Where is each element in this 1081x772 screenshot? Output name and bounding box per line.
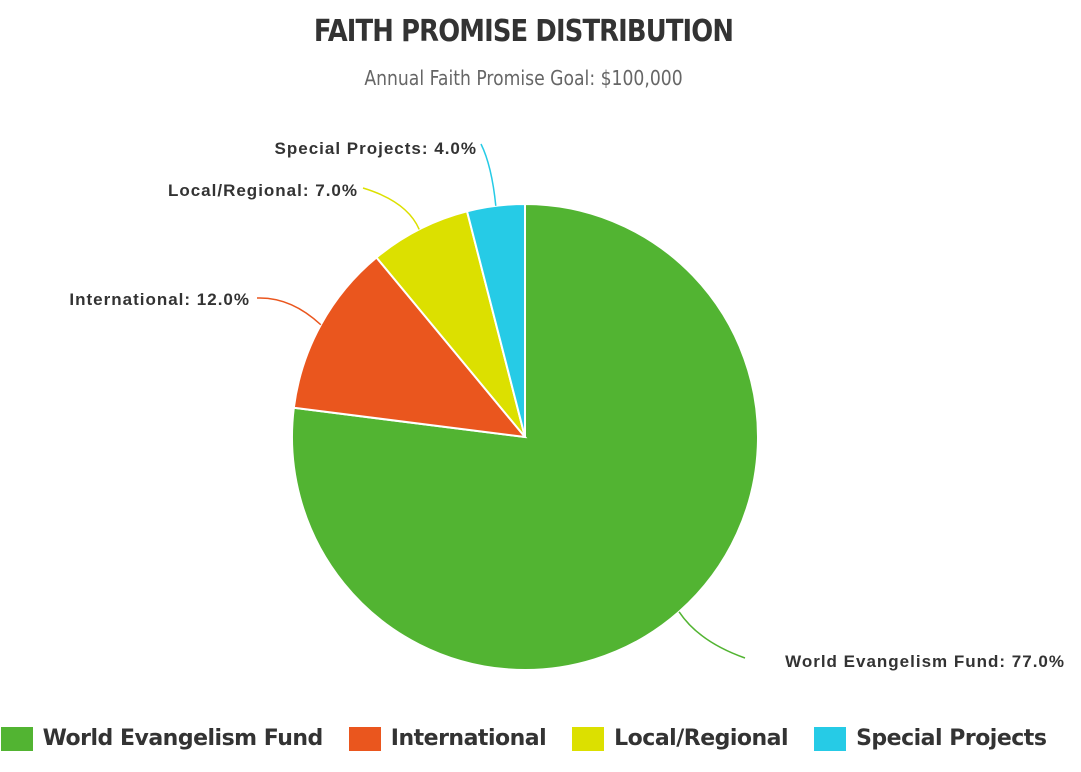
legend-swatch-world-evangelism-fund	[0, 726, 33, 751]
pie-slice-local-regional	[375, 210, 526, 438]
data-label-world-evangelism-fund: World Evangelism Fund: 77.0%	[785, 652, 1065, 671]
legend-label-special-projects: Special Projects	[856, 726, 1047, 751]
pie-chart: World Evangelism Fund: 77.0% Internationa…	[69, 139, 1065, 671]
legend-label-world-evangelism-fund: World Evangelism Fund	[42, 726, 324, 751]
legend-label-international: International	[390, 726, 547, 751]
chart-title: FAITH PROMISE DISTRIBUTION	[313, 14, 734, 49]
pie-slice-special-projects	[465, 202, 526, 438]
connector-international	[256, 297, 322, 326]
connector-local-regional	[362, 187, 420, 230]
chart-subtitle: Annual Faith Promise Goal: $100,000	[364, 66, 683, 90]
connector-special-projects	[480, 143, 497, 206]
data-label-special-projects: Special Projects: 4.0%	[275, 139, 477, 158]
legend-swatch-local-regional	[572, 726, 605, 751]
legend-label-local-regional: Local/Regional	[614, 726, 789, 751]
data-label-local-regional: Local/Regional: 7.0%	[168, 181, 358, 200]
legend-item-local-regional[interactable]: Local/Regional	[572, 726, 789, 751]
legend: World Evangelism Fund International Local/…	[0, 726, 1047, 751]
data-label-international: International: 12.0%	[69, 290, 250, 309]
legend-item-world-evangelism-fund[interactable]: World Evangelism Fund	[0, 726, 324, 751]
legend-item-special-projects[interactable]: Special Projects	[814, 726, 1047, 751]
legend-swatch-international	[348, 726, 381, 751]
legend-item-international[interactable]: International	[348, 726, 547, 751]
connector-world-evangelism-fund	[678, 611, 746, 659]
legend-swatch-special-projects	[814, 726, 847, 751]
